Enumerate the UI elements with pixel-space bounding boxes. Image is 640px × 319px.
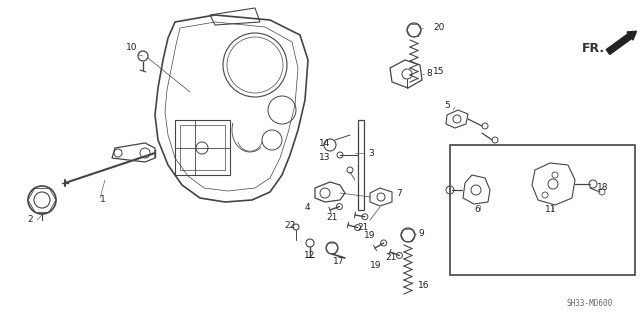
Text: 19: 19	[370, 261, 381, 270]
Text: 21: 21	[385, 254, 396, 263]
Text: 21: 21	[357, 222, 369, 232]
Text: 12: 12	[304, 250, 316, 259]
Text: 6: 6	[474, 205, 480, 214]
Text: 3: 3	[368, 149, 374, 158]
Text: 2: 2	[27, 216, 33, 225]
Text: SH33-MD600: SH33-MD600	[567, 299, 613, 308]
Text: 8: 8	[426, 69, 432, 78]
Text: 9: 9	[418, 228, 424, 238]
Text: 7: 7	[396, 189, 402, 197]
Text: 15: 15	[433, 68, 445, 77]
Text: 16: 16	[418, 280, 429, 290]
Text: 14: 14	[319, 138, 330, 147]
Text: 21: 21	[326, 213, 337, 222]
Bar	[175, 120, 230, 175]
Text: 20: 20	[433, 24, 444, 33]
Bar	[450, 145, 635, 275]
Text: 19: 19	[364, 231, 376, 240]
Text: 17: 17	[333, 257, 344, 266]
Text: 1: 1	[100, 196, 106, 204]
Text: 5: 5	[444, 101, 450, 110]
Bar	[180, 125, 225, 170]
Text: 22: 22	[284, 220, 295, 229]
Text: 4: 4	[305, 204, 310, 212]
FancyArrow shape	[606, 31, 636, 55]
Bar	[358, 120, 364, 210]
Text: 10: 10	[125, 43, 137, 53]
Text: 13: 13	[319, 153, 330, 162]
Text: FR.: FR.	[582, 41, 605, 55]
Text: 11: 11	[545, 205, 557, 214]
Text: 18: 18	[597, 182, 609, 191]
